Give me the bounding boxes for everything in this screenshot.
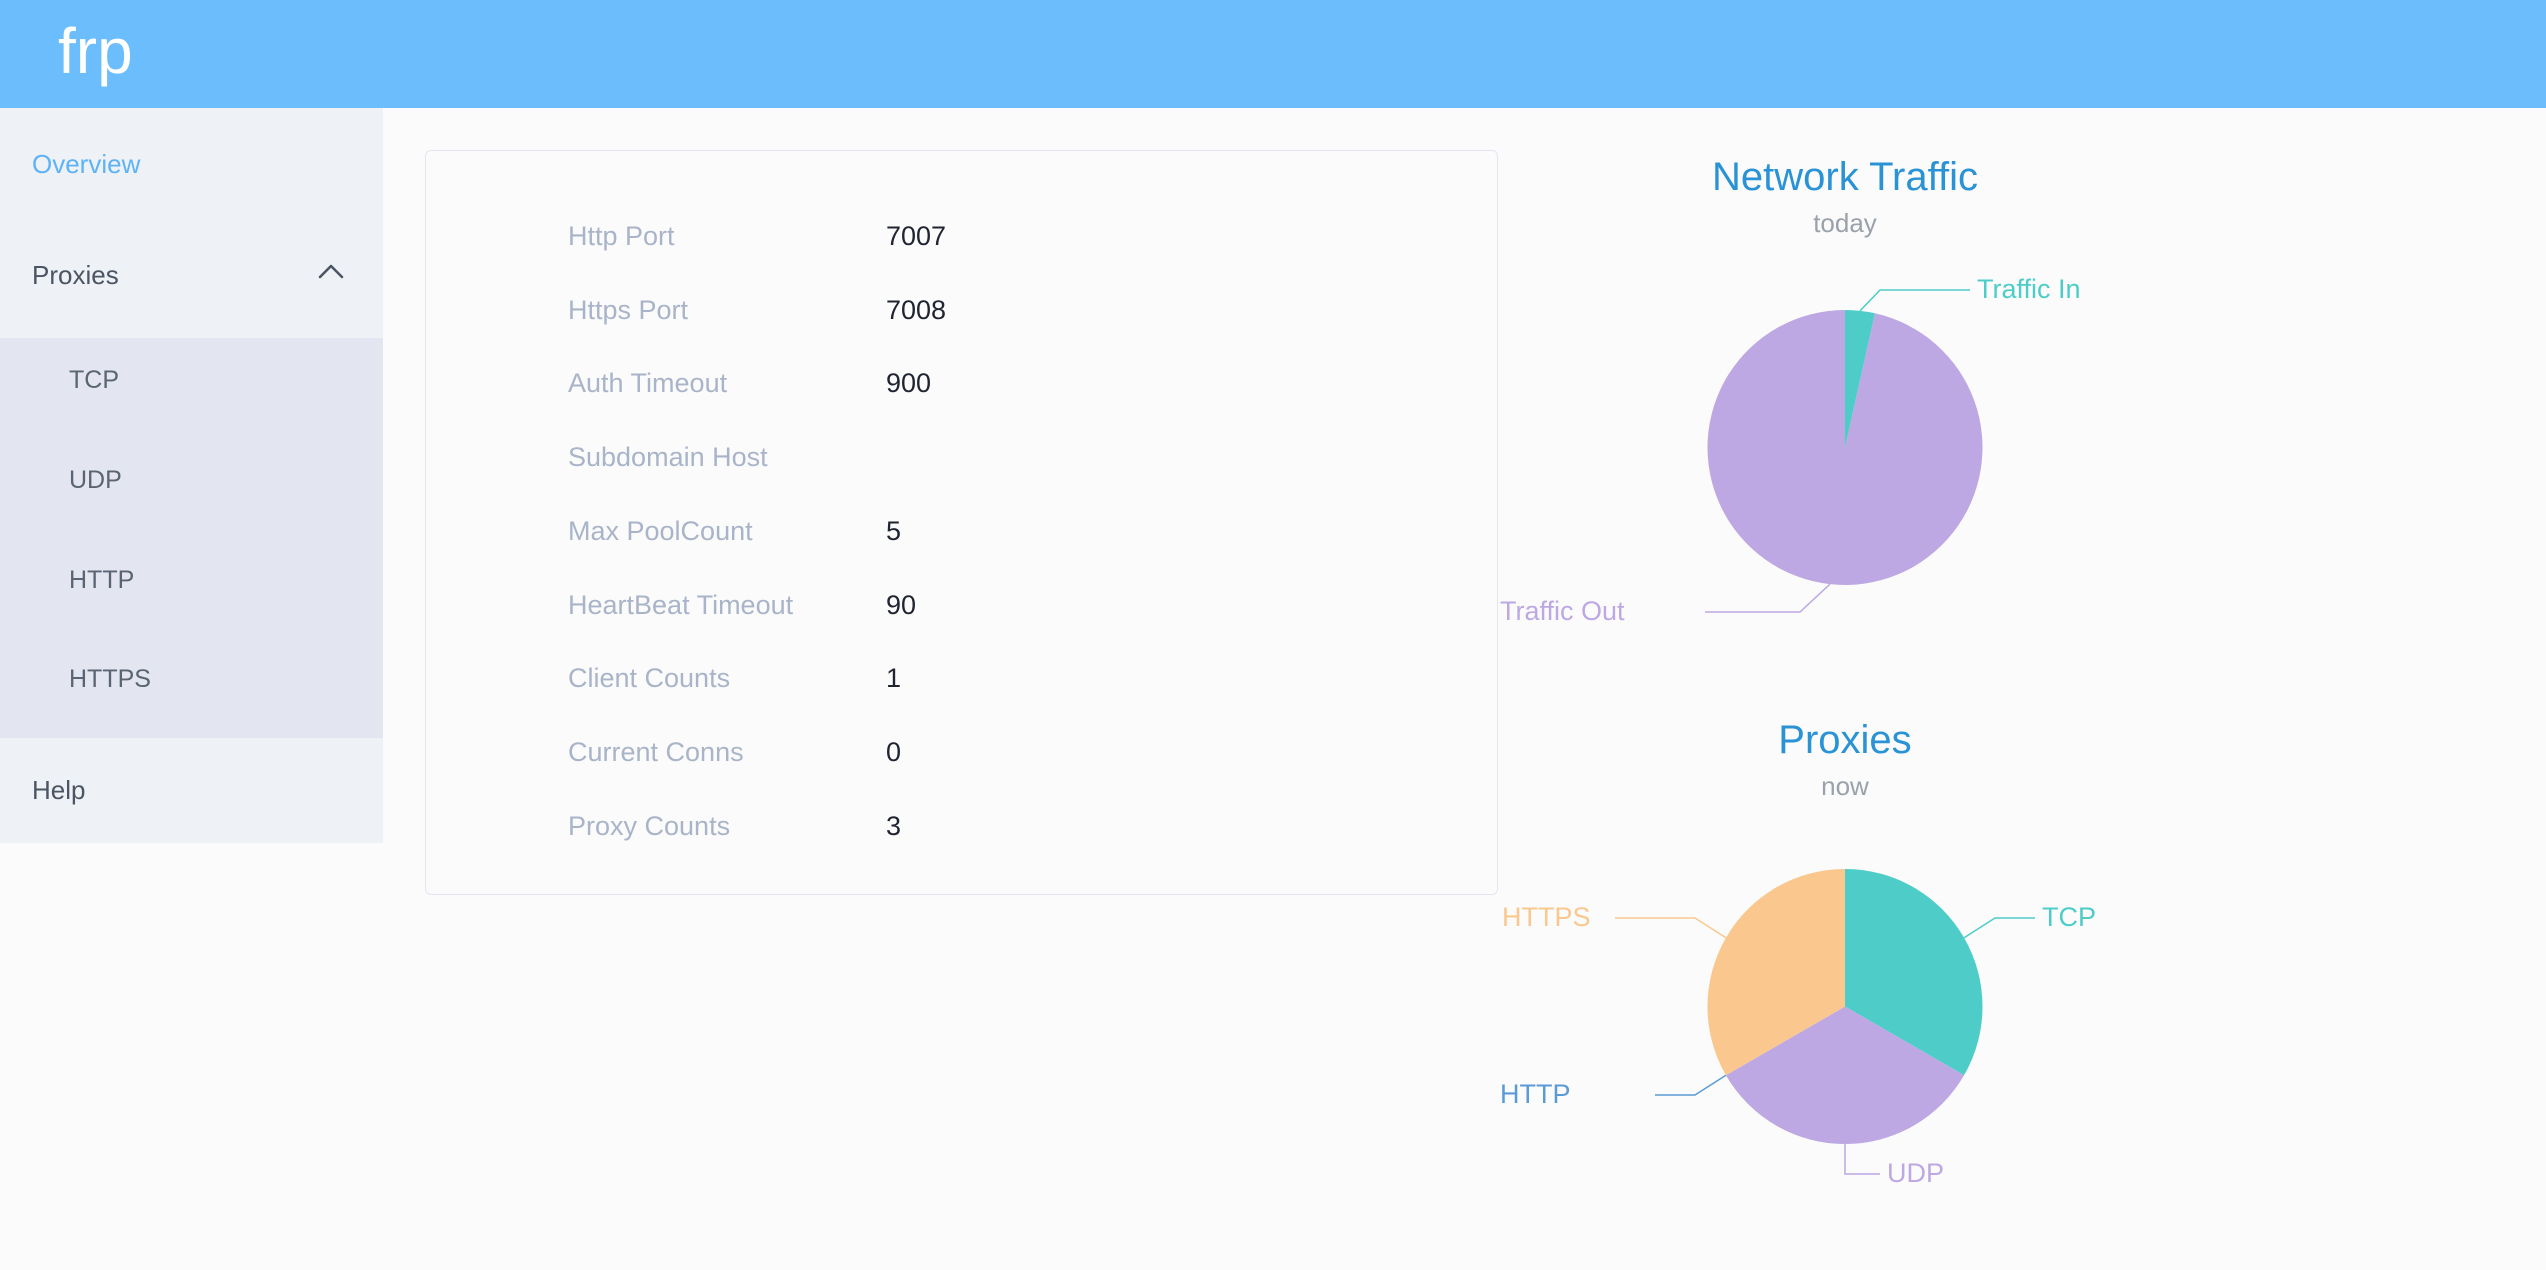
svg-text:UDP: UDP (1887, 1158, 1944, 1188)
svg-text:TCP: TCP (2042, 902, 2096, 932)
svg-text:HTTP: HTTP (1500, 1079, 1571, 1109)
svg-text:HTTPS: HTTPS (1502, 902, 1591, 932)
svg-text:Traffic Out: Traffic Out (1500, 596, 1625, 626)
svg-text:Traffic In: Traffic In (1977, 274, 2081, 304)
